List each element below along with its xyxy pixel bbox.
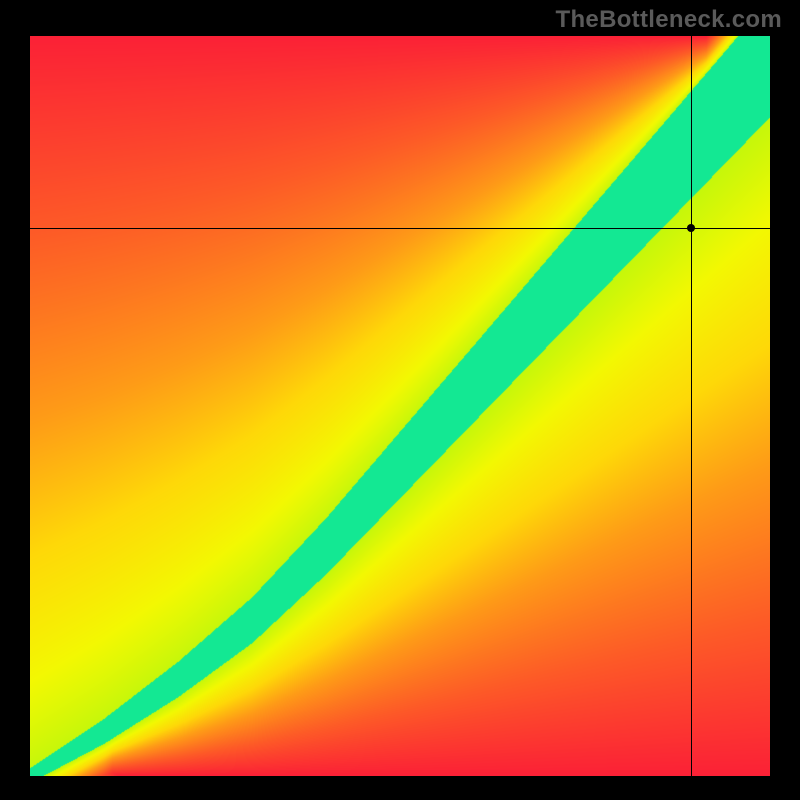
watermark-text: TheBottleneck.com	[556, 6, 782, 34]
heatmap-canvas	[30, 36, 770, 776]
page-root: TheBottleneck.com	[0, 0, 800, 800]
bottleneck-heatmap[interactable]	[30, 36, 770, 776]
